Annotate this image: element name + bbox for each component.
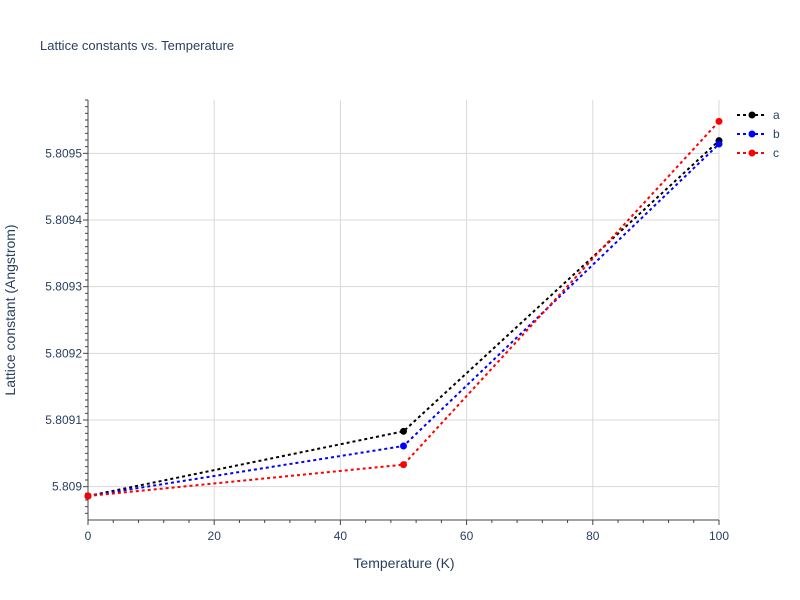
series-line-a: [87, 139, 720, 497]
x-tick-label: 0: [85, 529, 92, 543]
data-point-c: [84, 492, 92, 500]
series-line-c: [87, 120, 720, 497]
y-axis-title: Lattice constant (Angstrom): [2, 224, 18, 395]
x-tick-label: 40: [334, 529, 348, 543]
y-tick-label: 5.8093: [45, 280, 82, 294]
data-point-c: [715, 117, 723, 125]
legend[interactable]: abc: [737, 108, 780, 160]
data-point-b: [715, 140, 723, 148]
x-axis-title: Temperature (K): [353, 555, 454, 571]
legend-swatch-marker: [748, 111, 756, 119]
grid: [88, 100, 720, 520]
x-tick-label: 60: [460, 529, 474, 543]
axes: 0 20 40 60 80 100 5.809 5.8091 5.8092 5.8093 5.809…: [45, 99, 729, 543]
y-tick-label: 5.809: [52, 480, 82, 494]
data-point-c: [400, 461, 407, 469]
legend-swatch-marker: [748, 149, 756, 157]
legend-swatch-marker: [748, 130, 756, 138]
x-tick-label: 80: [586, 529, 600, 543]
y-tick-label: 5.8092: [45, 346, 82, 360]
legend-label: a: [773, 108, 780, 122]
chart-title: Lattice constants vs. Temperature: [40, 38, 234, 53]
y-tick-label: 5.8091: [45, 413, 82, 427]
legend-item-c[interactable]: c: [737, 146, 779, 160]
x-tick-label: 20: [208, 529, 222, 543]
legend-item-b[interactable]: b: [737, 127, 780, 141]
y-tick-label: 5.8094: [45, 213, 82, 227]
legend-item-a[interactable]: a: [737, 108, 780, 122]
series-lines: [84, 117, 723, 500]
data-point-a: [400, 427, 407, 435]
data-point-b: [400, 442, 407, 450]
x-tick-label: 100: [709, 529, 729, 543]
legend-label: c: [773, 146, 779, 160]
legend-label: b: [773, 127, 780, 141]
y-tick-label: 5.8095: [45, 146, 82, 160]
